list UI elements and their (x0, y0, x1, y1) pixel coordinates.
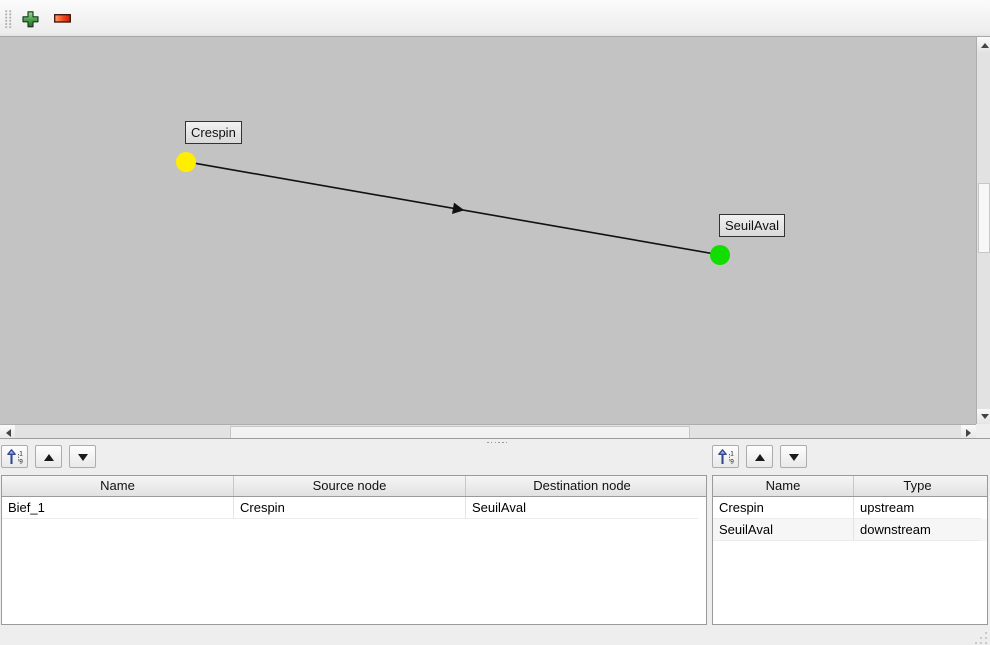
svg-text:9: 9 (730, 459, 734, 466)
svg-text:9: 9 (19, 459, 23, 466)
svg-text:1: 1 (19, 451, 23, 458)
svg-text:1: 1 (730, 451, 734, 458)
